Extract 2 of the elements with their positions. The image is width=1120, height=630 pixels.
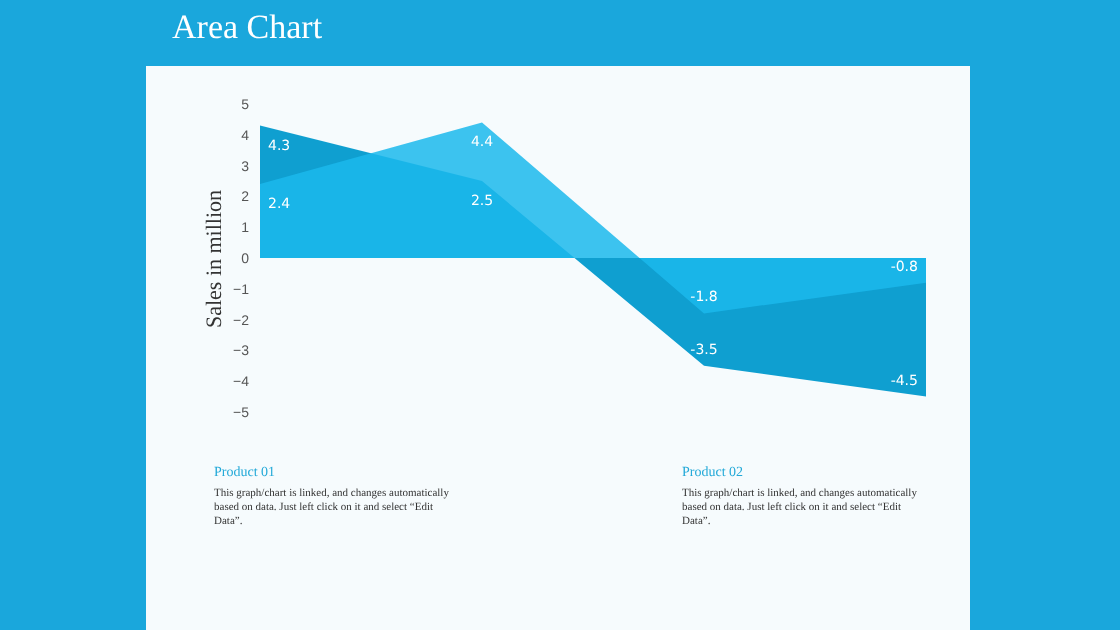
chart-title: Area Chart	[172, 8, 323, 48]
y-axis-title: Sales in million	[203, 188, 228, 329]
